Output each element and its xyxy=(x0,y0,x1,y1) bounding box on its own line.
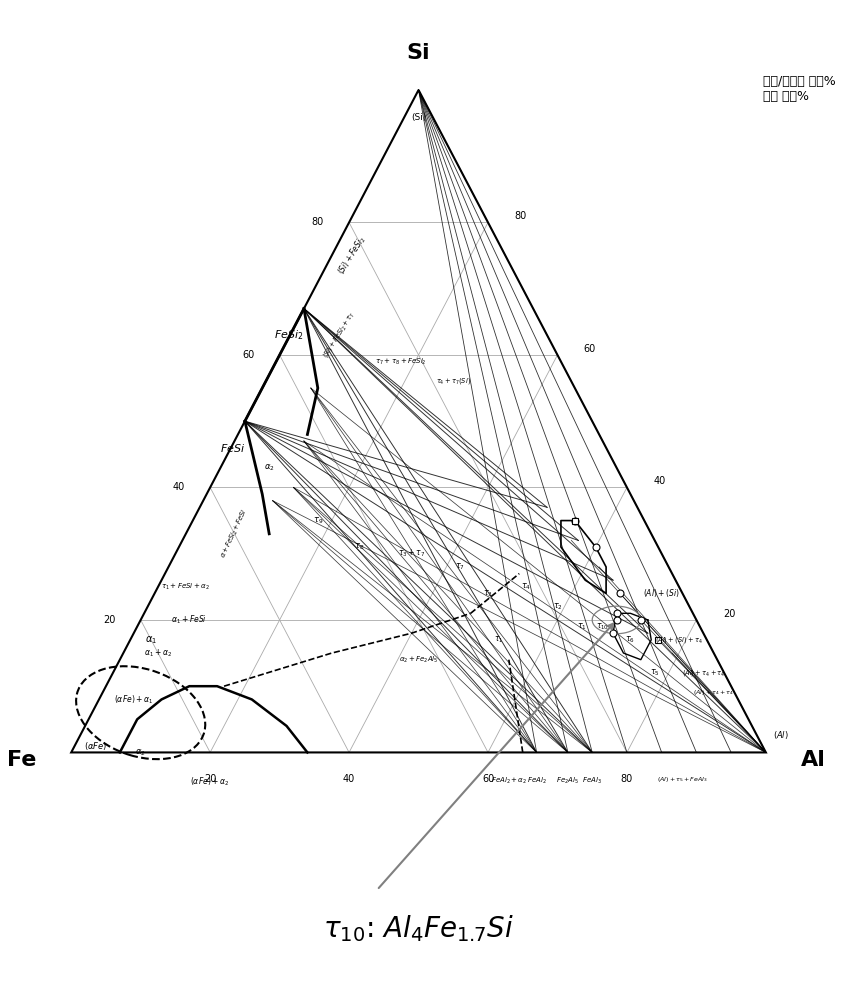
Text: $(Al)+(Si)+\tau_4$: $(Al)+(Si)+\tau_4$ xyxy=(655,635,703,645)
Text: 20: 20 xyxy=(103,615,116,625)
Text: 60: 60 xyxy=(482,774,494,784)
Text: $\tau_5$: $\tau_5$ xyxy=(650,668,659,678)
Text: $\tau_4$: $\tau_4$ xyxy=(521,582,532,592)
Text: 80: 80 xyxy=(312,217,324,227)
Text: $(Si)+FeSi_2+\tau_7$: $(Si)+FeSi_2+\tau_7$ xyxy=(320,310,357,360)
Text: $\tau_3+\tau_7$: $\tau_3+\tau_7$ xyxy=(398,548,425,559)
Text: $FeAl_3$: $FeAl_3$ xyxy=(582,775,602,786)
Text: $\alpha_2+Fe_2Al_5$: $\alpha_2+Fe_2Al_5$ xyxy=(399,655,439,665)
Text: Fe: Fe xyxy=(7,750,37,770)
Text: $\tau_8$: $\tau_8$ xyxy=(354,542,365,552)
Text: 60: 60 xyxy=(242,350,255,360)
Text: 40: 40 xyxy=(343,774,355,784)
Text: $(Al)+\tau_4+\tau_4$: $(Al)+\tau_4+\tau_4$ xyxy=(694,688,734,697)
Text: $\alpha_2$: $\alpha_2$ xyxy=(264,462,274,473)
Text: $FeSi$: $FeSi$ xyxy=(220,442,245,454)
Text: $\tau_2$: $\tau_2$ xyxy=(553,601,562,612)
Text: 20: 20 xyxy=(204,774,216,784)
Text: $\tau_9$: $\tau_9$ xyxy=(313,515,323,526)
Text: 40: 40 xyxy=(173,482,185,492)
Text: $FeSi_2$: $FeSi_2$ xyxy=(274,328,304,342)
Text: $\tau_{10}$: $Al_4Fe_{1.7}Si$: $\tau_{10}$: $Al_4Fe_{1.7}Si$ xyxy=(323,913,514,944)
Text: $\alpha_1$: $\alpha_1$ xyxy=(145,634,157,646)
Text: (Si): (Si) xyxy=(411,113,426,122)
Text: 80: 80 xyxy=(515,211,527,221)
Text: 20: 20 xyxy=(722,609,735,619)
Text: $\tau_7$: $\tau_7$ xyxy=(455,562,465,572)
Text: $(Al)+(Si)$: $(Al)+(Si)$ xyxy=(643,587,680,599)
Text: 60: 60 xyxy=(584,344,596,354)
Text: $\alpha_1+\alpha_2$: $\alpha_1+\alpha_2$ xyxy=(144,647,172,659)
Text: $FeAl_2$: $FeAl_2$ xyxy=(527,775,546,786)
Text: $\tau_4+\tau_7(Si)$: $\tau_4+\tau_7(Si)$ xyxy=(435,376,471,386)
Text: $\tau_3$: $\tau_3$ xyxy=(483,588,493,599)
Text: $\tau_7+\tau_8+FeSi_2$: $\tau_7+\tau_8+FeSi_2$ xyxy=(376,356,427,367)
Text: $(Al)$: $(Al)$ xyxy=(773,729,789,741)
Text: $\tau_1$: $\tau_1$ xyxy=(577,621,587,632)
Text: Si: Si xyxy=(406,43,430,63)
Text: 80: 80 xyxy=(621,774,633,784)
Text: 数据/栅格： 原子%
轴： 质量%: 数据/栅格： 原子% 轴： 质量% xyxy=(763,75,835,103)
Text: $(Al)+\tau_4+\tau_4$: $(Al)+\tau_4+\tau_4$ xyxy=(682,668,725,678)
Text: $\alpha+FeSi_2+FeSi$: $\alpha+FeSi_2+FeSi$ xyxy=(218,507,250,560)
Text: $(Si)+FeSi_2$: $(Si)+FeSi_2$ xyxy=(336,234,369,277)
Text: $(\alpha Fe)$: $(\alpha Fe)$ xyxy=(83,740,107,752)
Text: $\alpha_2$: $\alpha_2$ xyxy=(135,747,146,758)
Text: $(\alpha Fe)+\alpha_1$: $(\alpha Fe)+\alpha_1$ xyxy=(114,693,153,706)
Text: $\tau_1$: $\tau_1$ xyxy=(493,635,504,645)
Text: $(Al)+\tau_5+FeAl_3$: $(Al)+\tau_5+FeAl_3$ xyxy=(657,775,708,784)
Text: $(\alpha Fe)+\alpha_2$: $(\alpha Fe)+\alpha_2$ xyxy=(191,775,230,788)
Text: $\tau_6$: $\tau_6$ xyxy=(625,635,636,645)
Text: 40: 40 xyxy=(653,476,665,486)
Text: $FeAl_2+\alpha_2$: $FeAl_2+\alpha_2$ xyxy=(491,775,527,786)
Text: $\tau_{10}$: $\tau_{10}$ xyxy=(596,621,609,632)
Text: $Fe_2Al_5$: $Fe_2Al_5$ xyxy=(556,775,579,786)
Text: $\alpha_1+FeSi$: $\alpha_1+FeSi$ xyxy=(171,614,207,626)
Text: Al: Al xyxy=(801,750,826,770)
Text: $\tau_1+FeSi+\alpha_2$: $\tau_1+FeSi+\alpha_2$ xyxy=(162,582,210,592)
